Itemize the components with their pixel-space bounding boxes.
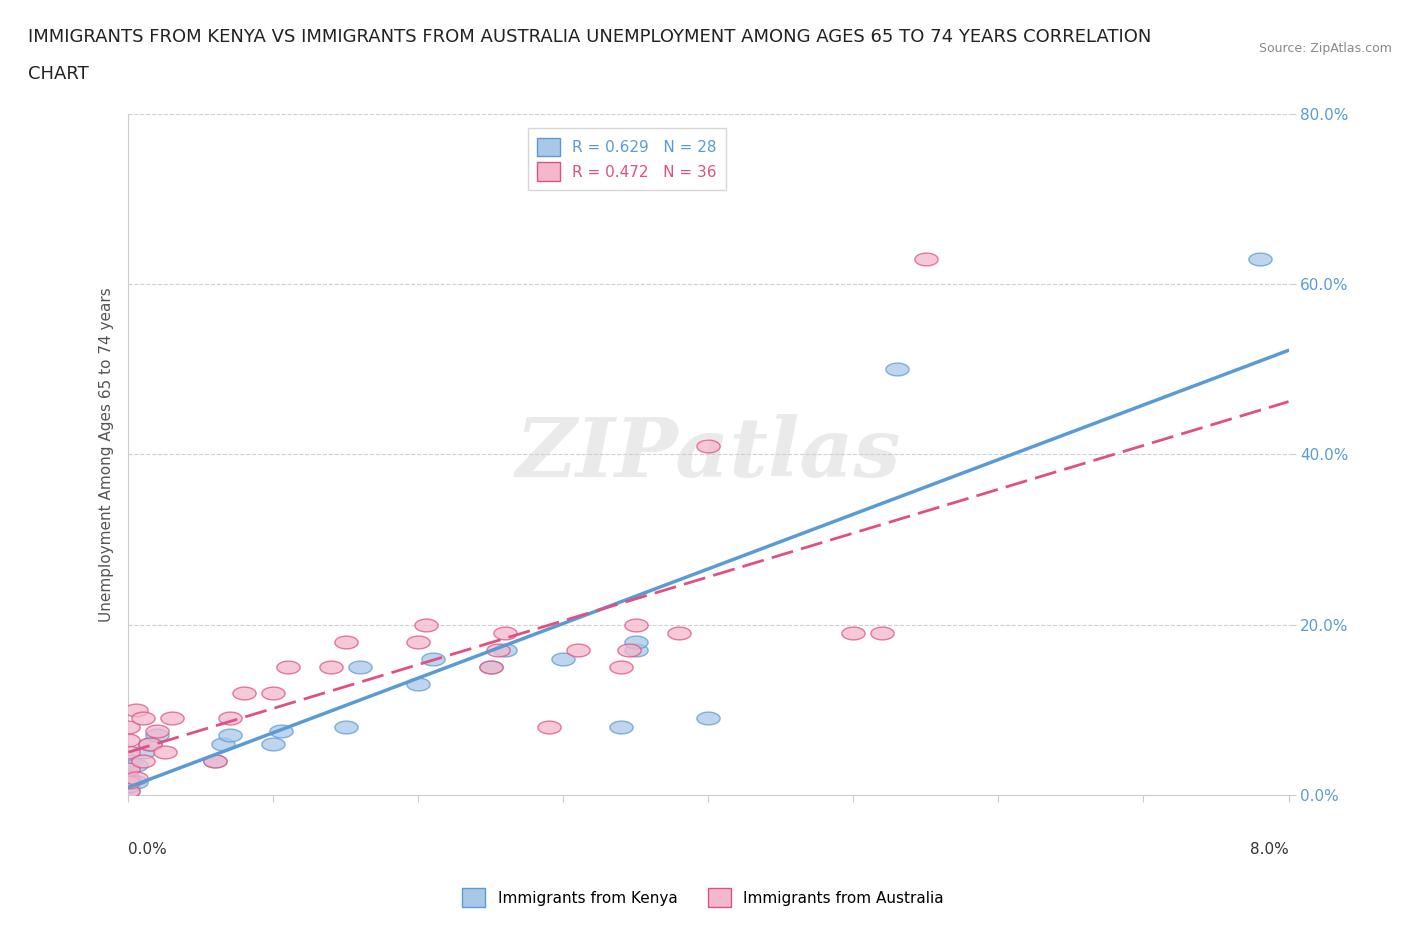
Point: [124, 770, 146, 785]
Point: [139, 737, 162, 751]
Point: [886, 362, 908, 377]
Point: [494, 643, 516, 658]
Point: [415, 618, 437, 632]
Point: [204, 753, 226, 768]
Point: [872, 626, 894, 641]
Point: [218, 728, 240, 743]
Point: [262, 685, 284, 700]
Point: [117, 753, 139, 768]
Point: [408, 634, 430, 649]
Point: [132, 711, 155, 725]
Point: [842, 626, 865, 641]
Point: [132, 745, 155, 760]
Point: [117, 770, 139, 785]
Point: [124, 702, 146, 717]
Point: [233, 685, 256, 700]
Point: [567, 643, 589, 658]
Point: [117, 720, 139, 735]
Point: [270, 724, 292, 738]
Point: [624, 618, 647, 632]
Point: [117, 732, 139, 747]
Point: [479, 660, 502, 675]
Point: [1249, 251, 1271, 266]
Point: [262, 737, 284, 751]
Point: [624, 643, 647, 658]
Point: [479, 660, 502, 675]
Point: [915, 251, 938, 266]
Point: [349, 660, 371, 675]
Point: [139, 737, 162, 751]
Point: [211, 737, 233, 751]
Text: Source: ZipAtlas.com: Source: ZipAtlas.com: [1258, 42, 1392, 55]
Point: [537, 720, 560, 735]
Point: [668, 626, 690, 641]
Point: [277, 660, 299, 675]
Point: [153, 745, 176, 760]
Point: [218, 711, 240, 725]
Point: [117, 745, 139, 760]
Text: ZIPatlas: ZIPatlas: [516, 415, 901, 495]
Point: [117, 762, 139, 777]
Point: [117, 762, 139, 777]
Point: [117, 775, 139, 790]
Point: [553, 651, 575, 666]
Point: [204, 753, 226, 768]
Point: [146, 728, 169, 743]
Point: [117, 779, 139, 794]
Point: [486, 643, 509, 658]
Point: [160, 711, 183, 725]
Point: [146, 724, 169, 738]
Text: 0.0%: 0.0%: [128, 842, 167, 857]
Point: [697, 439, 720, 454]
Point: [494, 626, 516, 641]
Text: IMMIGRANTS FROM KENYA VS IMMIGRANTS FROM AUSTRALIA UNEMPLOYMENT AMONG AGES 65 TO: IMMIGRANTS FROM KENYA VS IMMIGRANTS FROM…: [28, 28, 1152, 46]
Point: [117, 783, 139, 798]
Point: [422, 651, 444, 666]
Point: [335, 720, 357, 735]
Point: [624, 634, 647, 649]
Point: [124, 775, 146, 790]
Point: [335, 634, 357, 649]
Point: [408, 677, 430, 692]
Point: [617, 643, 640, 658]
Point: [132, 753, 155, 768]
Legend: Immigrants from Kenya, Immigrants from Australia: Immigrants from Kenya, Immigrants from A…: [457, 883, 949, 913]
Text: CHART: CHART: [28, 65, 89, 83]
Y-axis label: Unemployment Among Ages 65 to 74 years: Unemployment Among Ages 65 to 74 years: [100, 287, 114, 622]
Point: [117, 783, 139, 798]
Point: [321, 660, 343, 675]
Point: [124, 758, 146, 773]
Point: [697, 711, 720, 725]
Point: [610, 720, 633, 735]
Point: [610, 660, 633, 675]
Text: 8.0%: 8.0%: [1250, 842, 1288, 857]
Legend: R = 0.629   N = 28, R = 0.472   N = 36: R = 0.629 N = 28, R = 0.472 N = 36: [529, 128, 725, 190]
